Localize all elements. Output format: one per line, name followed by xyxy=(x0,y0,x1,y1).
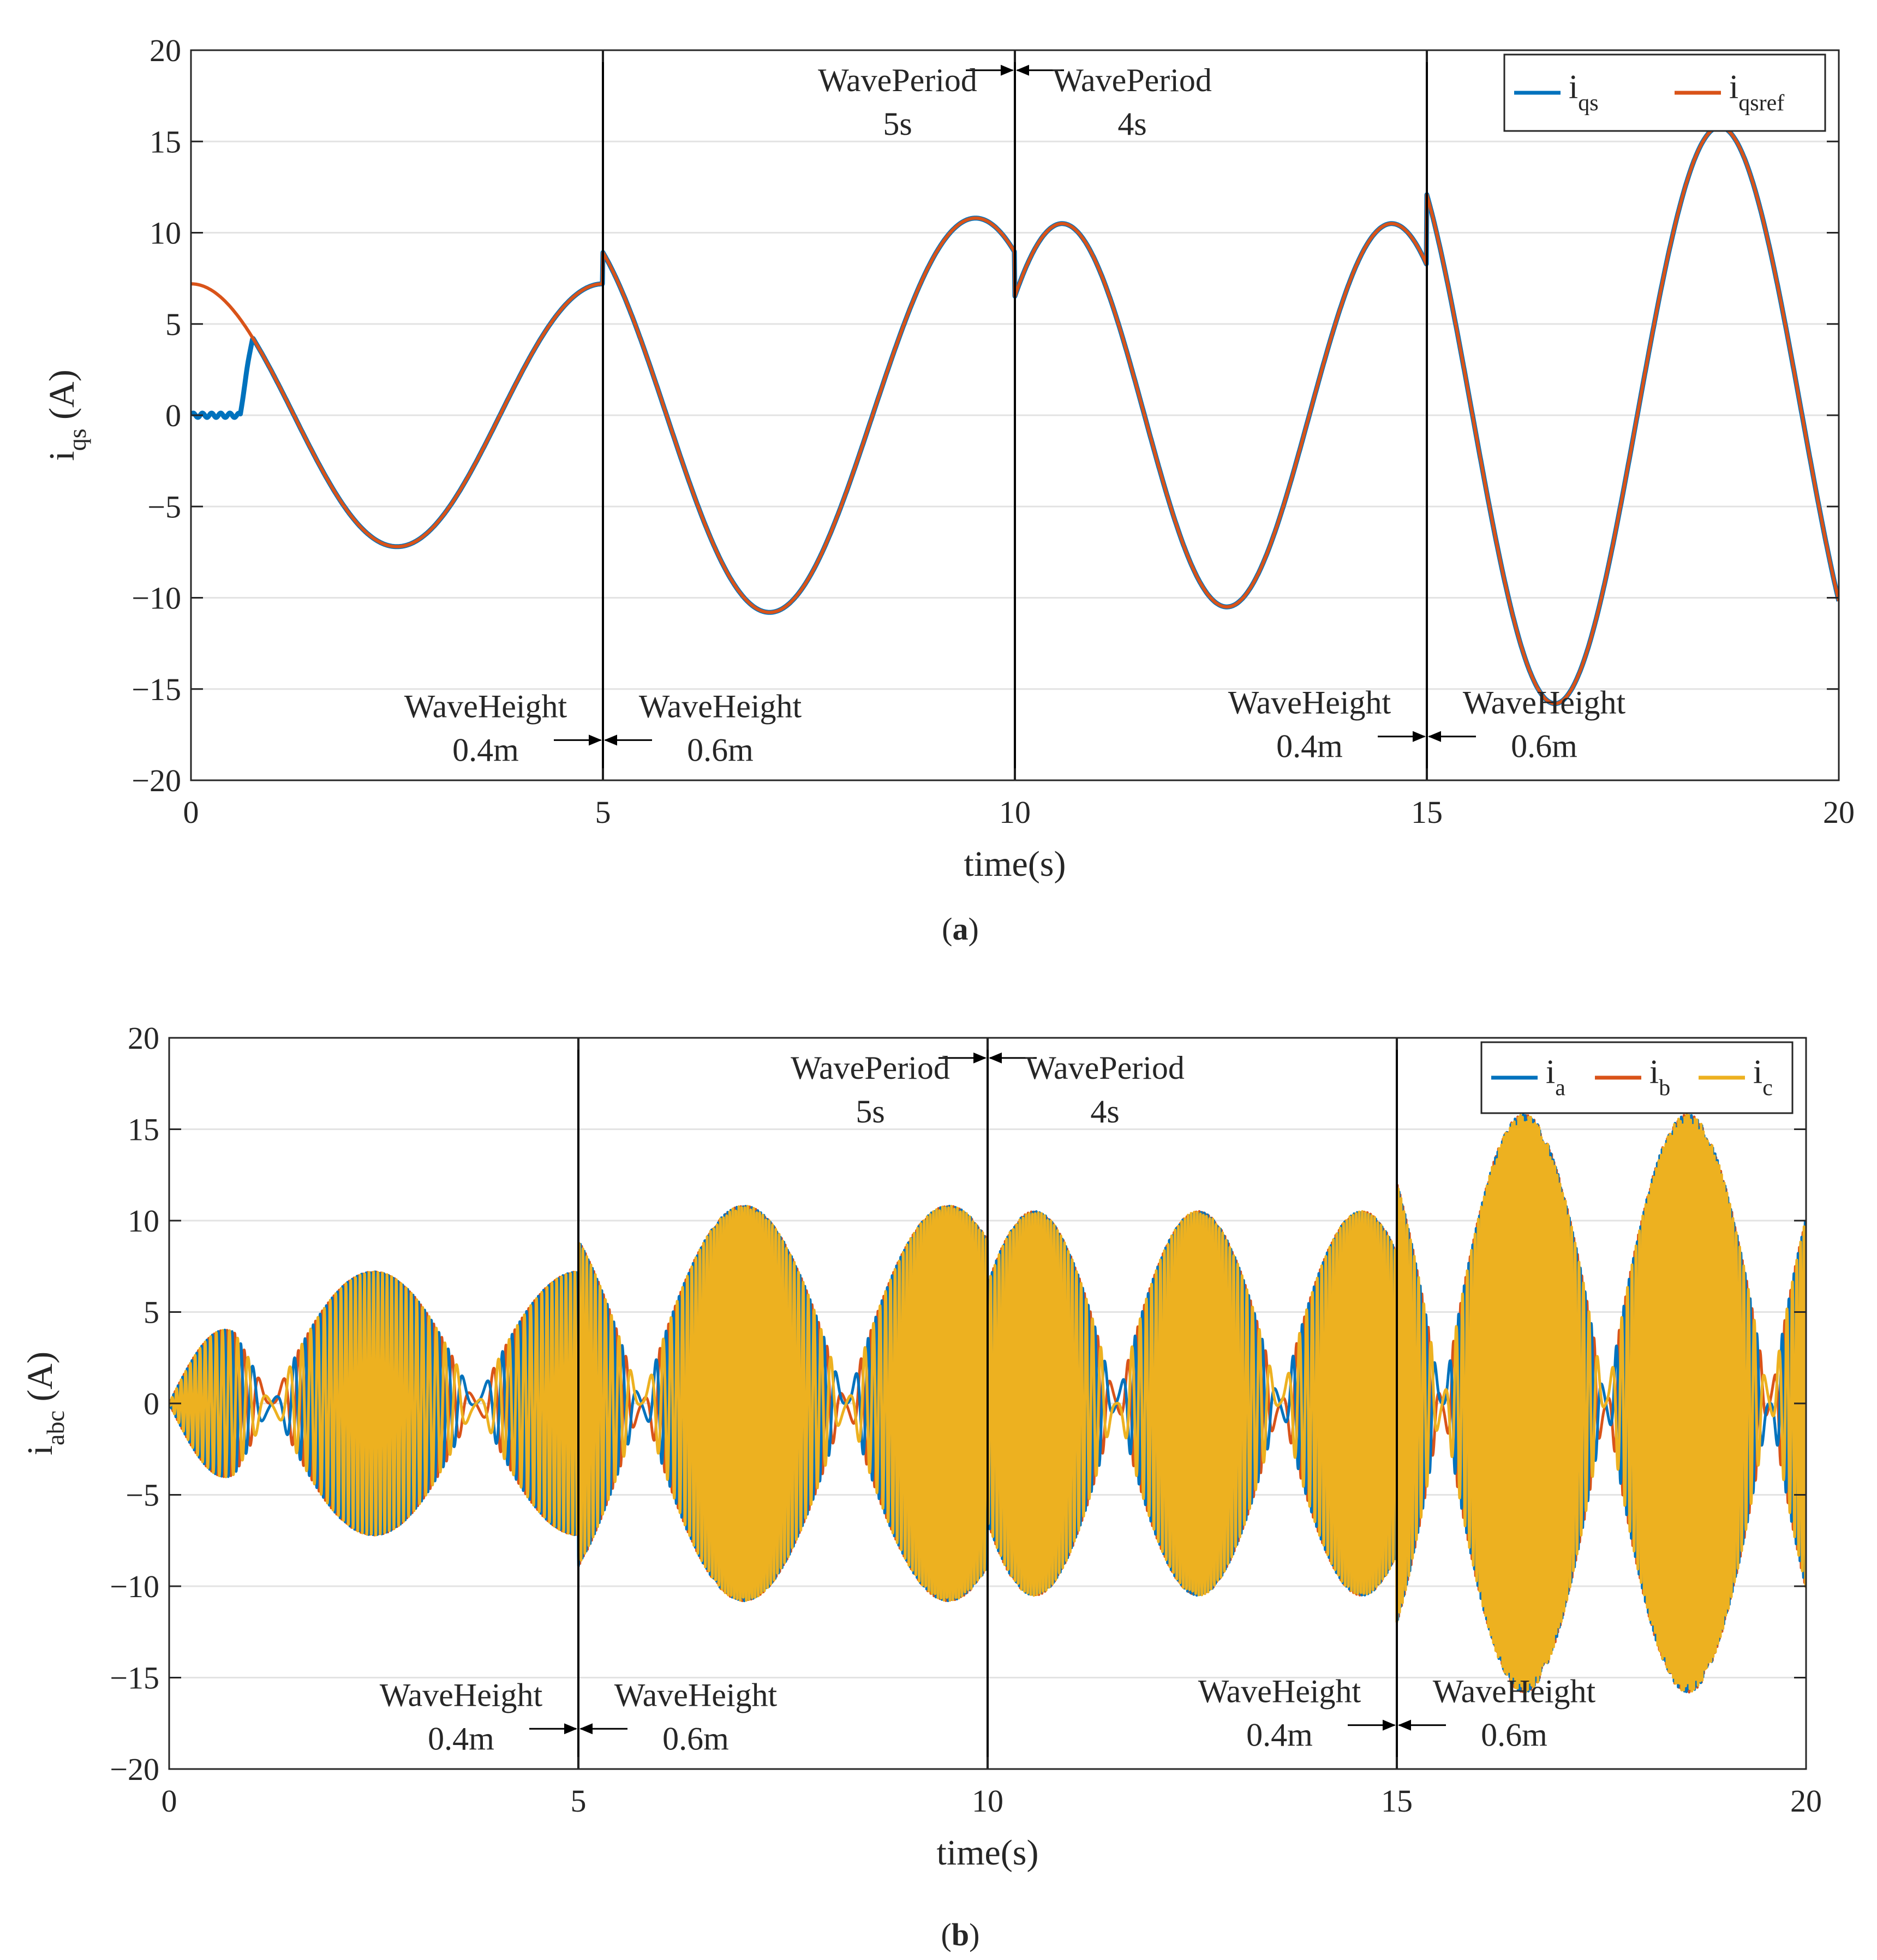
annotation-arrowhead xyxy=(989,1052,1002,1063)
y-tick-label: −10 xyxy=(131,581,181,616)
annotation-value: 0.6m xyxy=(687,732,754,768)
x-tick-label: 20 xyxy=(1823,794,1855,830)
annotation-label: WaveHeight xyxy=(639,688,802,724)
y-tick-label: −20 xyxy=(131,763,181,798)
annotation-value: 0.4m xyxy=(428,1720,494,1756)
annotation-label: WavePeriod xyxy=(1025,1050,1185,1086)
y-axis-label: iqs (A) xyxy=(42,369,91,461)
annotation-label: WaveHeight xyxy=(1463,685,1626,721)
y-tick-label: −5 xyxy=(147,489,181,524)
annotation-value: 0.4m xyxy=(452,732,519,768)
annotation-value: 0.4m xyxy=(1246,1717,1313,1753)
annotation-arrowhead xyxy=(1428,731,1441,742)
x-tick-label: 5 xyxy=(571,1783,587,1819)
annotation-arrowhead xyxy=(1383,1719,1396,1731)
x-axis-label: time(s) xyxy=(964,844,1066,884)
y-tick-label: 5 xyxy=(165,307,181,342)
chart-panel-b: 0 5 10 15 20 −20 −15 −10 −5 0 5 10 15 20 time(s) iabc (… xyxy=(20,1020,1822,1873)
legend-label-iqs: iqs xyxy=(1569,69,1599,116)
annotation-value: 0.4m xyxy=(1276,728,1343,764)
y-tick-label: 10 xyxy=(128,1203,159,1239)
x-tick-label: 10 xyxy=(972,1783,1003,1819)
legend-label-ia: ia xyxy=(1546,1054,1565,1101)
y-tick-label: 0 xyxy=(144,1386,159,1421)
annotation-label: WaveHeight xyxy=(1198,1674,1361,1710)
y-tick-label: 15 xyxy=(128,1112,159,1148)
annotation-label: WaveHeight xyxy=(1433,1674,1596,1710)
annotation-label: WaveHeight xyxy=(614,1677,778,1713)
y-tick-label: −5 xyxy=(125,1478,159,1513)
annotation-label: WavePeriod xyxy=(818,62,977,98)
annotation-arrowhead xyxy=(579,1723,593,1735)
annotation-value: 5s xyxy=(883,106,912,142)
y-tick-label: −10 xyxy=(110,1569,159,1604)
y-tick-label: 5 xyxy=(144,1295,159,1330)
y-tick-label: −20 xyxy=(110,1752,159,1787)
annotation-arrowhead xyxy=(1016,64,1029,76)
annotation-label: WaveHeight xyxy=(1228,685,1391,721)
annotation-value: 0.6m xyxy=(662,1720,729,1756)
legend-label-ib: ib xyxy=(1649,1054,1670,1101)
annotation-arrowhead xyxy=(973,1052,987,1063)
annotation-arrowhead xyxy=(1413,731,1426,742)
annotation-arrowhead xyxy=(1001,64,1014,76)
caption-a: (a) xyxy=(942,911,979,947)
y-tick-label: −15 xyxy=(131,672,181,707)
caption-b: (b) xyxy=(941,1917,980,1952)
x-tick-label: 15 xyxy=(1381,1783,1413,1819)
y-tick-label: −15 xyxy=(110,1660,159,1696)
annotation-value: 4s xyxy=(1117,106,1146,142)
annotation-value: 0.6m xyxy=(1511,728,1577,764)
annotation-label: WaveHeight xyxy=(404,688,567,724)
annotation-label: WaveHeight xyxy=(380,1677,543,1713)
annotation-arrowhead xyxy=(589,734,602,746)
annotation-arrowhead xyxy=(564,1723,577,1735)
y-tick-label: 10 xyxy=(150,216,181,251)
x-tick-label: 0 xyxy=(183,794,199,830)
y-tick-label: 0 xyxy=(165,398,181,433)
x-axis-label: time(s) xyxy=(937,1833,1039,1873)
annotation-value: 0.6m xyxy=(1481,1717,1547,1753)
legend-label-ic: ic xyxy=(1753,1054,1773,1101)
y-axis-label: iabc (A) xyxy=(20,1352,69,1455)
x-tick-label: 5 xyxy=(595,794,611,830)
y-tick-label: 15 xyxy=(150,124,181,159)
x-tick-label: 0 xyxy=(162,1783,177,1819)
annotation-arrowhead xyxy=(1398,1719,1411,1731)
x-tick-label: 15 xyxy=(1411,794,1443,830)
annotation-value: 5s xyxy=(856,1093,884,1130)
x-tick-label: 20 xyxy=(1790,1783,1822,1819)
annotation-label: WavePeriod xyxy=(791,1050,950,1086)
y-tick-label: 20 xyxy=(150,33,181,68)
legend-label-iqsref: iqsref xyxy=(1729,69,1784,116)
chart-panel-a: 0 5 10 15 20 −20 −15 −10 −5 0 5 10 15 20 time(s) iqs (A… xyxy=(42,33,1855,884)
x-tick-label: 10 xyxy=(999,794,1031,830)
annotation-value: 4s xyxy=(1090,1093,1119,1130)
y-tick-label: 20 xyxy=(128,1020,159,1056)
annotation-arrowhead xyxy=(604,734,617,746)
annotation-label: WavePeriod xyxy=(1053,62,1212,98)
